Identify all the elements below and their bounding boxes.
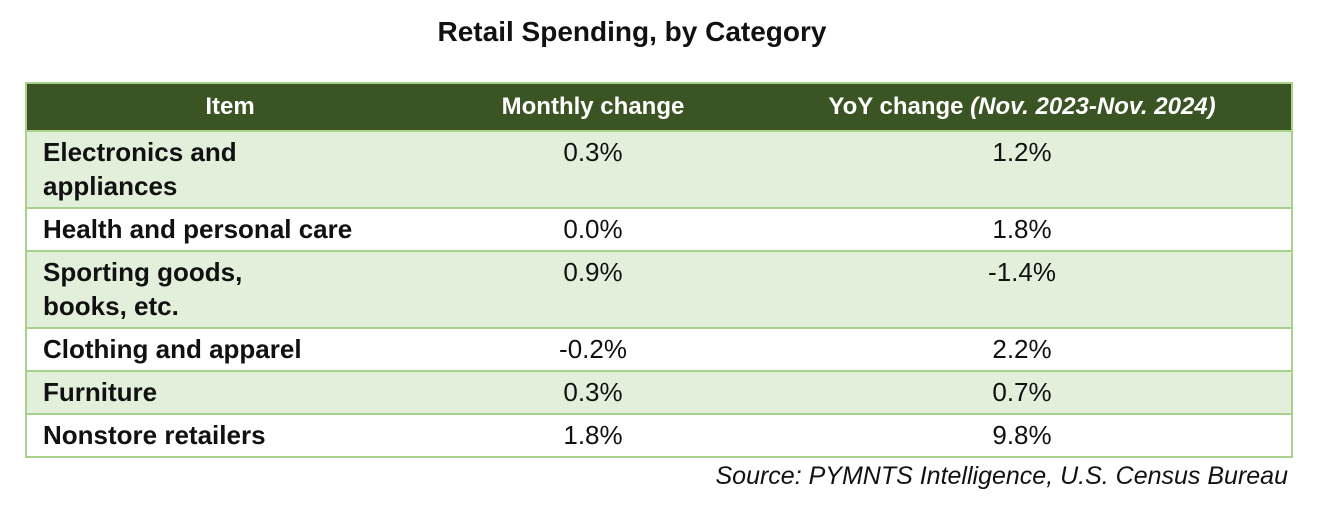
- header-monthly: Monthly change: [433, 83, 753, 131]
- table-row: Furniture 0.3% 0.7%: [26, 370, 1292, 414]
- cell-item: Furniture: [26, 370, 433, 414]
- source-note: Source: PYMNTS Intelligence, U.S. Census…: [715, 462, 1289, 490]
- cell-monthly: 0.9%: [433, 250, 753, 328]
- cell-monthly: -0.2%: [433, 327, 753, 371]
- table-row: Nonstore retailers 1.8% 9.8%: [26, 413, 1292, 457]
- cell-yoy: 1.8%: [753, 207, 1292, 251]
- table-row: Sporting goods, books, etc. 0.9% -1.4%: [26, 250, 1292, 328]
- cell-monthly: 0.0%: [433, 207, 753, 251]
- header-yoy-range: (Nov. 2023-Nov. 2024): [970, 93, 1216, 120]
- header-row: Item Monthly change YoY change (Nov. 202…: [26, 83, 1292, 131]
- table-row: Electronics and appliances 0.3% 1.2%: [26, 130, 1292, 208]
- header-yoy: YoY change (Nov. 2023-Nov. 2024): [753, 83, 1292, 131]
- cell-monthly: 0.3%: [433, 370, 753, 414]
- cell-item: Nonstore retailers: [26, 413, 433, 457]
- header-yoy-label: YoY change: [828, 93, 964, 120]
- cell-yoy: 1.2%: [753, 130, 1292, 208]
- cell-monthly: 0.3%: [433, 130, 753, 208]
- cell-yoy: 9.8%: [753, 413, 1292, 457]
- cell-item: Electronics and appliances: [26, 130, 433, 208]
- cell-item: Clothing and apparel: [26, 327, 433, 371]
- cell-item: Sporting goods, books, etc.: [26, 250, 433, 328]
- cell-monthly: 1.8%: [433, 413, 753, 457]
- cell-yoy: -1.4%: [753, 250, 1292, 328]
- retail-spending-table: Item Monthly change YoY change (Nov. 202…: [25, 82, 1293, 458]
- table-row: Health and personal care 0.0% 1.8%: [26, 207, 1292, 251]
- cell-yoy: 0.7%: [753, 370, 1292, 414]
- table-row: Clothing and apparel -0.2% 2.2%: [26, 327, 1292, 371]
- table-title: Retail Spending, by Category: [437, 16, 827, 47]
- cell-item: Health and personal care: [26, 207, 433, 251]
- header-item: Item: [26, 83, 433, 131]
- cell-yoy: 2.2%: [753, 327, 1292, 371]
